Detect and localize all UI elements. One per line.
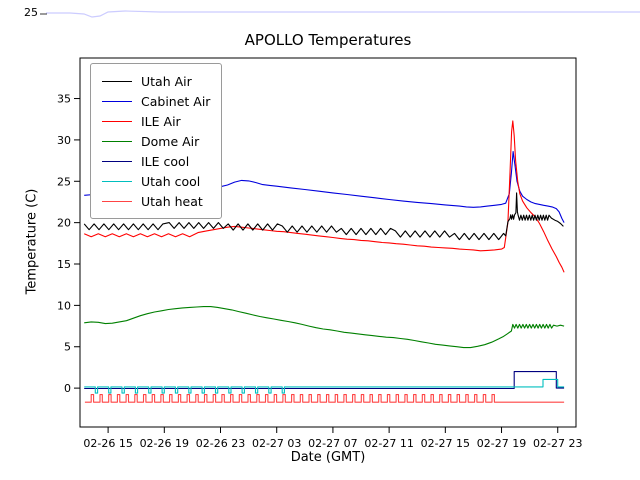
y-tick-label: 35 — [57, 93, 71, 106]
series-ile-air — [83, 120, 565, 273]
legend-item-cabinet-air: Cabinet Air — [102, 91, 210, 111]
y-tick-label: 10 — [57, 299, 71, 312]
x-tick-label: 02-27 15 — [421, 437, 470, 450]
y-tick-label: 20 — [57, 217, 71, 230]
x-tick-label: 02-27 07 — [308, 437, 357, 450]
x-tick-label: 02-27 23 — [533, 437, 582, 450]
y-axis-label: Temperature (C) — [24, 188, 40, 295]
legend-line-sample — [102, 180, 132, 182]
legend: Utah Air Cabinet Air ILE Air Dome Air ILE co… — [90, 63, 223, 219]
top-strip-tick-label: 25 — [24, 6, 38, 19]
legend-line-sample — [102, 100, 132, 102]
legend-label: Utah heat — [141, 193, 203, 209]
axes-box — [79, 57, 577, 428]
x-tick-label: 02-26 15 — [83, 437, 132, 450]
series-utah-air — [83, 192, 564, 241]
series-utah-heat — [84, 394, 565, 403]
y-tick-label: 30 — [57, 134, 71, 147]
x-axis-label: Date (GMT) — [290, 450, 366, 465]
x-tick-label: 02-27 11 — [364, 437, 413, 450]
legend-line-sample — [102, 140, 132, 142]
y-tick-label: 5 — [64, 341, 71, 354]
legend-item-utah-heat: Utah heat — [102, 191, 210, 211]
legend-label: Cabinet Air — [141, 93, 211, 109]
legend-line-sample — [102, 80, 132, 82]
x-tick-label: 02-26 19 — [140, 437, 189, 450]
y-tick-label: 0 — [64, 382, 71, 395]
legend-label: Dome Air — [141, 133, 200, 149]
series-dome-air — [84, 306, 565, 349]
y-tick-label: 25 — [57, 175, 71, 188]
series-utah-cool — [84, 378, 565, 394]
legend-item-ile-air: ILE Air — [102, 111, 210, 131]
series-ile-cool — [84, 371, 565, 390]
x-tick-label: 02-26 23 — [196, 437, 245, 450]
legend-item-utah-cool: Utah cool — [102, 171, 210, 191]
x-tick-label: 02-27 19 — [477, 437, 526, 450]
legend-item-utah-air: Utah Air — [102, 71, 210, 91]
legend-label: Utah Air — [141, 73, 192, 89]
legend-label: Utah cool — [141, 173, 201, 189]
y-tick-label: 15 — [57, 258, 71, 271]
legend-item-dome-air: Dome Air — [102, 131, 210, 151]
legend-item-ile-cool: ILE cool — [102, 151, 210, 171]
series-group — [83, 120, 565, 403]
legend-line-sample — [102, 120, 132, 122]
legend-line-sample — [102, 200, 132, 202]
legend-label: ILE Air — [141, 113, 181, 129]
top-strip-line — [46, 10, 640, 18]
legend-line-sample — [102, 160, 132, 162]
x-tick-label: 02-27 03 — [252, 437, 301, 450]
legend-label: ILE cool — [141, 153, 190, 169]
chart-title: APOLLO Temperatures — [244, 31, 412, 49]
